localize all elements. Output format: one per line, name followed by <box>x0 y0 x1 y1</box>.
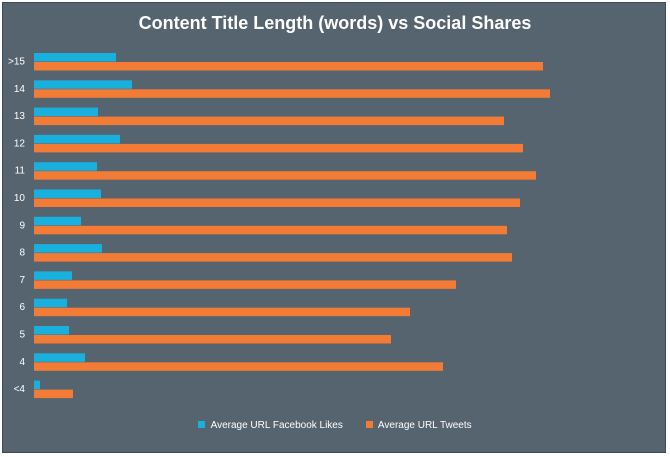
bar-facebook-likes <box>34 134 120 144</box>
bar-facebook-likes <box>34 244 102 253</box>
bar-tweets <box>34 307 410 317</box>
category-label: 9 <box>19 220 25 231</box>
category-label: 14 <box>14 84 26 95</box>
bar-tweets <box>34 389 73 399</box>
bar-facebook-likes <box>34 380 40 390</box>
bar-tweets <box>34 225 507 235</box>
legend-label-tweets: Average URL Tweets <box>377 420 472 431</box>
bar-chart-plot: >15 14 13 12 11 10 9 8 7 6 5 4 <4 <box>8 53 550 399</box>
legend-swatch-tweets <box>365 420 373 428</box>
category-label: >15 <box>8 57 25 68</box>
category-label: <4 <box>14 384 26 395</box>
category-label: 13 <box>14 111 26 122</box>
chart-title: Content Title Length (words) vs Social S… <box>138 13 532 33</box>
bar-tweets <box>34 198 520 207</box>
category-label: 10 <box>14 193 26 204</box>
bar-facebook-likes <box>34 189 101 198</box>
legend-label-facebook-likes: Average URL Facebook Likes <box>210 420 343 431</box>
bar-tweets <box>34 171 536 180</box>
bar-tweets <box>34 89 550 98</box>
bar-tweets <box>34 335 391 344</box>
bar-tweets <box>34 362 443 371</box>
category-label: 11 <box>15 166 26 177</box>
legend-swatch-facebook-likes <box>198 420 206 428</box>
bar-facebook-likes <box>34 53 116 62</box>
bar-facebook-likes <box>34 271 72 280</box>
category-label: 4 <box>19 357 25 368</box>
bar-facebook-likes <box>34 326 69 335</box>
bar-facebook-likes <box>34 80 132 89</box>
bar-facebook-likes <box>34 216 81 226</box>
category-label: 6 <box>19 302 25 313</box>
bar-tweets <box>34 62 543 71</box>
category-label: 12 <box>14 138 26 149</box>
bar-facebook-likes <box>34 162 97 171</box>
bar-facebook-likes <box>34 107 98 117</box>
bar-facebook-likes <box>34 298 67 308</box>
bar-tweets <box>34 116 504 126</box>
bar-facebook-likes <box>34 353 85 362</box>
bar-tweets <box>34 253 512 262</box>
bar-tweets <box>34 143 523 153</box>
legend-item-tweets: Average URL Tweets <box>365 420 472 431</box>
category-label: 7 <box>19 275 25 286</box>
bar-tweets <box>34 280 456 289</box>
chart-frame: Content Title Length (words) vs Social S… <box>2 2 666 453</box>
legend: Average URL Facebook Likes Average URL T… <box>3 420 667 431</box>
category-label: 8 <box>19 248 25 259</box>
legend-item-facebook-likes: Average URL Facebook Likes <box>198 420 343 431</box>
category-label: 5 <box>19 330 25 341</box>
